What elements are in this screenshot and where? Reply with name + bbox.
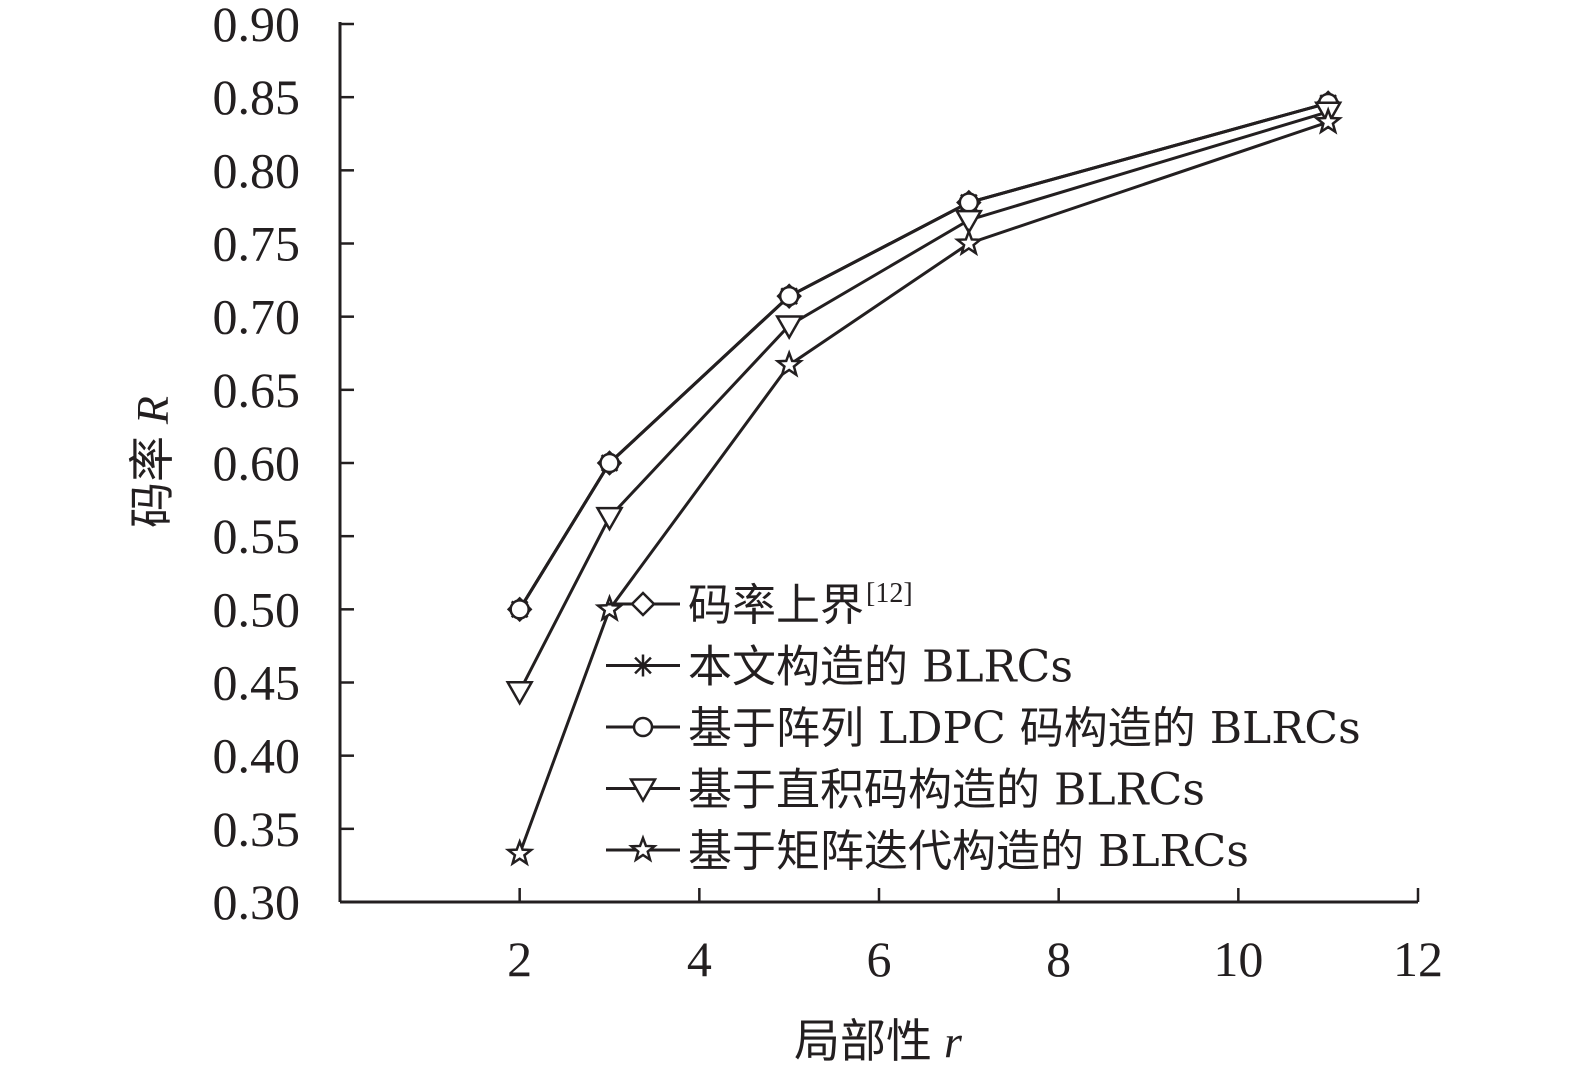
y-tick-label: 0.60 — [213, 435, 301, 491]
legend-item: 码率上界 [12] — [606, 578, 913, 631]
legend-label: 码率上界 — [688, 580, 864, 631]
data-point-star — [504, 838, 535, 867]
x-axis-title: 局部性 r — [794, 1014, 963, 1068]
data-point-triangle-down — [775, 315, 804, 340]
legend-label: 基于直积码构造的 BLRCs — [688, 765, 1205, 816]
legend: 码率上界 [12] 本文构造的 BLRCs 基于阵列 LDPC 码构造的 BLRCs 基… — [606, 578, 1361, 877]
data-point-triangle-down — [954, 209, 983, 235]
legend-item: 基于矩阵迭代构造的 BLRCs — [606, 826, 1249, 877]
y-tick-label: 0.70 — [213, 289, 301, 345]
data-point-star — [594, 593, 625, 622]
series-line-2 — [518, 101, 1329, 611]
legend-label: 基于矩阵迭代构造的 BLRCs — [688, 826, 1249, 877]
data-point-triangle-down — [595, 506, 624, 532]
y-tick-label: 0.75 — [213, 216, 301, 272]
y-ticks: 0.30 0.35 0.40 0.45 0.50 0.55 0.60 0.65 0.70 0.75… — [213, 0, 354, 930]
x-tick-label: 8 — [1046, 931, 1071, 987]
x-tick-label: 6 — [867, 931, 892, 987]
legend-item: 基于阵列 LDPC 码构造的 BLRCs — [606, 703, 1361, 754]
legend-marker-diamond — [630, 591, 656, 617]
series-markers — [504, 90, 1344, 867]
x-tick-label: 4 — [687, 931, 712, 987]
legend-item: 本文构造的 BLRCs — [606, 642, 1073, 693]
x-tick-label: 2 — [507, 931, 532, 987]
data-point-circle — [958, 192, 980, 213]
x-tick-label: 10 — [1213, 931, 1263, 987]
legend-label: 本文构造的 BLRCs — [688, 642, 1073, 693]
legend-marker-triangle-down — [628, 778, 658, 804]
series-line-1 — [518, 101, 1329, 611]
legend-item: 基于直积码构造的 BLRCs — [606, 765, 1205, 816]
y-tick-label: 0.50 — [213, 581, 301, 637]
data-point-circle — [778, 285, 800, 307]
legend-label-superscript: [12] — [866, 578, 913, 609]
y-tick-label: 0.40 — [213, 728, 301, 784]
data-point-star — [1313, 106, 1344, 135]
y-tick-label: 0.65 — [213, 362, 301, 418]
series-line-3 — [518, 101, 1329, 611]
y-tick-label: 0.35 — [213, 801, 301, 857]
y-axis-title: 码率R — [125, 396, 179, 528]
data-point-star — [953, 227, 984, 257]
y-tick-label: 0.30 — [213, 874, 301, 930]
legend-marker-circle — [632, 716, 654, 738]
data-point-circle — [599, 452, 620, 474]
y-tick-label: 0.45 — [213, 655, 301, 711]
legend-label: 基于阵列 LDPC 码构造的 BLRCs — [688, 703, 1361, 754]
data-point-star — [774, 349, 805, 378]
x-ticks: 2 4 6 8 10 12 — [507, 888, 1443, 987]
x-tick-label: 12 — [1393, 931, 1443, 987]
y-tick-label: 0.55 — [213, 508, 301, 564]
legend-marker-asterisk — [632, 654, 654, 677]
data-point-triangle-down — [505, 681, 534, 706]
y-tick-label: 0.80 — [213, 142, 301, 198]
data-point-circle — [509, 599, 530, 620]
y-tick-label: 0.85 — [213, 69, 301, 125]
y-tick-label: 0.90 — [213, 0, 301, 52]
legend-marker-star — [628, 834, 658, 863]
